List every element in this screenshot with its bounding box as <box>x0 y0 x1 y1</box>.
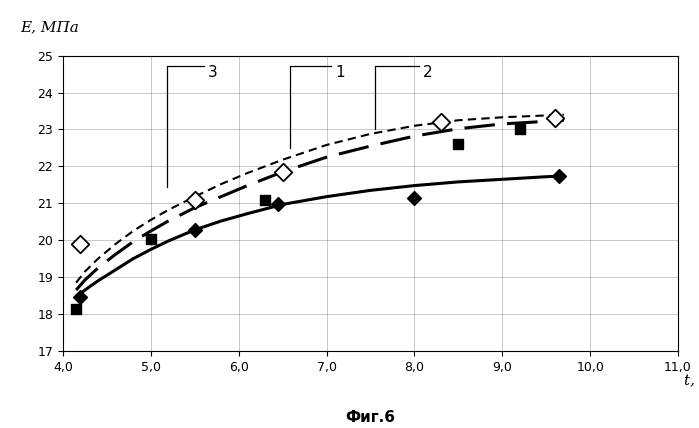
Point <box>514 126 526 133</box>
Text: E, МПа: E, МПа <box>20 20 79 34</box>
Point <box>549 115 561 122</box>
Point <box>189 196 201 203</box>
Point <box>259 196 271 203</box>
Point <box>145 236 157 243</box>
Point <box>453 141 464 148</box>
Point <box>189 226 201 233</box>
Point <box>554 172 565 179</box>
Point <box>75 294 86 301</box>
Point <box>75 241 86 247</box>
Text: t, с: t, с <box>684 374 699 389</box>
Point <box>277 169 288 175</box>
Text: Фиг.6: Фиг.6 <box>345 410 396 425</box>
Text: 1: 1 <box>336 65 345 80</box>
Point <box>273 201 284 208</box>
Text: 2: 2 <box>423 65 433 80</box>
Point <box>409 194 420 201</box>
Text: 3: 3 <box>208 65 217 80</box>
Point <box>71 305 82 312</box>
Point <box>435 119 447 125</box>
